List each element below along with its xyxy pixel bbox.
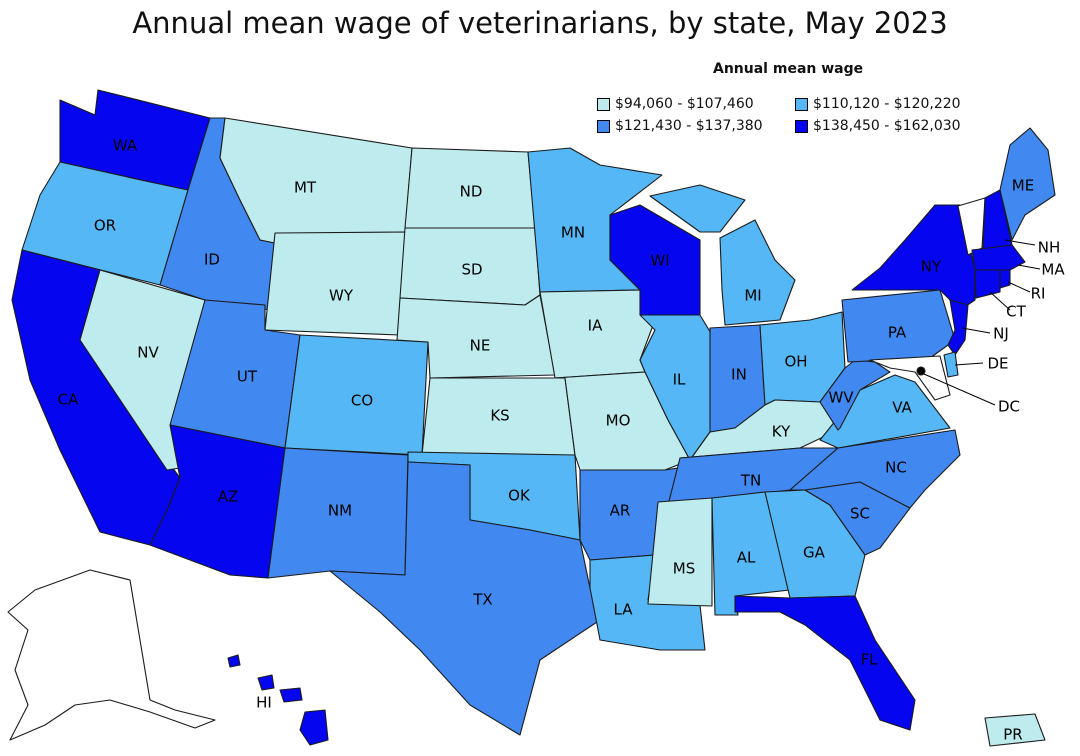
label-nd: ND: [460, 183, 483, 201]
label-in: IN: [731, 366, 747, 384]
label-al: AL: [737, 549, 756, 567]
state-ct[interactable]: [974, 269, 1001, 299]
label-ut: UT: [237, 368, 258, 386]
label-ca: CA: [58, 391, 79, 409]
state-mi[interactable]: [649, 184, 796, 326]
label-ne: NE: [470, 337, 491, 355]
legend-label-1: $94,060 - $107,460: [615, 96, 754, 112]
label-az: AZ: [218, 488, 239, 506]
label-de: DE: [987, 355, 1008, 373]
label-ga: GA: [803, 544, 826, 562]
state-de[interactable]: [943, 351, 959, 378]
label-wy: WY: [329, 287, 354, 305]
legend-label-3: $121,430 - $137,380: [615, 118, 763, 134]
legend-swatch-3: [597, 119, 610, 133]
state-tx[interactable]: [329, 461, 601, 736]
state-ak[interactable]: [7, 569, 216, 741]
label-oh: OH: [784, 353, 807, 371]
label-ct: CT: [1006, 303, 1026, 321]
label-wi: WI: [650, 252, 669, 270]
state-wy[interactable]: [264, 231, 406, 336]
state-nc[interactable]: [789, 429, 961, 509]
state-ma[interactable]: [971, 244, 1026, 271]
label-ri: RI: [1031, 285, 1046, 303]
legend-item-4: $138,450 - $162,030: [795, 118, 961, 134]
label-nv: NV: [137, 344, 159, 362]
label-pa: PA: [888, 324, 907, 342]
label-wv: WV: [828, 389, 854, 407]
label-mt: MT: [294, 179, 317, 197]
label-il: IL: [673, 371, 686, 389]
label-nh: NH: [1038, 239, 1061, 257]
state-pa[interactable]: [841, 289, 956, 363]
state-labels: WA OR CA NV ID MT WY UT AZ CO NM ND SD N…: [58, 137, 1066, 744]
state-dc[interactable]: [916, 366, 926, 376]
label-sd: SD: [461, 261, 482, 279]
label-ks: KS: [490, 407, 509, 425]
state-ne[interactable]: [396, 294, 556, 379]
label-nm: NM: [328, 502, 352, 520]
legend-item-1: $94,060 - $107,460: [597, 96, 754, 112]
label-ok: OK: [508, 487, 531, 505]
label-ma: MA: [1041, 261, 1065, 279]
state-pr[interactable]: [984, 713, 1046, 747]
state-ms[interactable]: [647, 497, 713, 607]
label-nc: NC: [885, 459, 907, 477]
state-il[interactable]: [639, 314, 713, 461]
label-la: LA: [614, 601, 634, 619]
label-ia: IA: [588, 317, 603, 335]
legend-item-3: $121,430 - $137,380: [597, 118, 763, 134]
label-leader-lines: [923, 239, 1041, 406]
label-nj: NJ: [993, 325, 1009, 343]
label-or: OR: [94, 217, 116, 235]
legend-swatch-4: [795, 119, 808, 133]
label-hi: HI: [256, 694, 272, 712]
label-me: ME: [1012, 177, 1034, 195]
state-vt[interactable]: [957, 197, 986, 256]
label-sc: SC: [850, 505, 870, 523]
state-me[interactable]: [999, 127, 1056, 241]
label-tn: TN: [740, 472, 761, 490]
label-co: CO: [351, 392, 373, 410]
state-md[interactable]: [869, 355, 951, 401]
legend-item-2: $110,120 - $120,220: [795, 96, 961, 112]
map-title: Annual mean wage of veterinarians, by st…: [132, 6, 948, 40]
label-ar: AR: [610, 502, 631, 520]
state-fl[interactable]: [734, 595, 916, 731]
label-dc: DC: [998, 398, 1020, 416]
legend-swatch-2: [795, 97, 808, 111]
label-mo: MO: [606, 412, 631, 430]
legend-swatch-1: [597, 97, 610, 111]
legend-title: Annual mean wage: [713, 61, 864, 77]
label-ky: KY: [772, 423, 791, 441]
label-ms: MS: [673, 560, 695, 578]
label-pr: PR: [1003, 726, 1022, 744]
label-tx: TX: [472, 591, 492, 609]
legend-label-4: $138,450 - $162,030: [813, 118, 961, 134]
label-wa: WA: [113, 137, 138, 155]
label-id: ID: [204, 251, 220, 269]
state-hi[interactable]: [227, 654, 329, 746]
legend-label-2: $110,120 - $120,220: [813, 96, 961, 112]
label-mi: MI: [744, 287, 761, 305]
label-ny: NY: [921, 258, 942, 276]
state-ri[interactable]: [999, 269, 1011, 289]
label-fl: FL: [861, 651, 879, 669]
label-mn: MN: [561, 224, 585, 242]
label-va: VA: [892, 399, 912, 417]
